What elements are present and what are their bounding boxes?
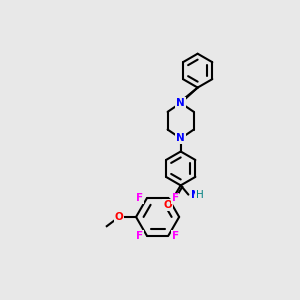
Text: F: F	[172, 231, 179, 241]
Text: F: F	[136, 231, 143, 241]
Text: N: N	[176, 98, 185, 108]
Text: H: H	[196, 190, 204, 200]
Text: O: O	[115, 212, 124, 222]
Text: F: F	[172, 193, 179, 203]
Text: N: N	[176, 134, 185, 143]
Text: N: N	[191, 190, 200, 200]
Text: F: F	[136, 193, 143, 203]
Text: O: O	[163, 200, 172, 210]
